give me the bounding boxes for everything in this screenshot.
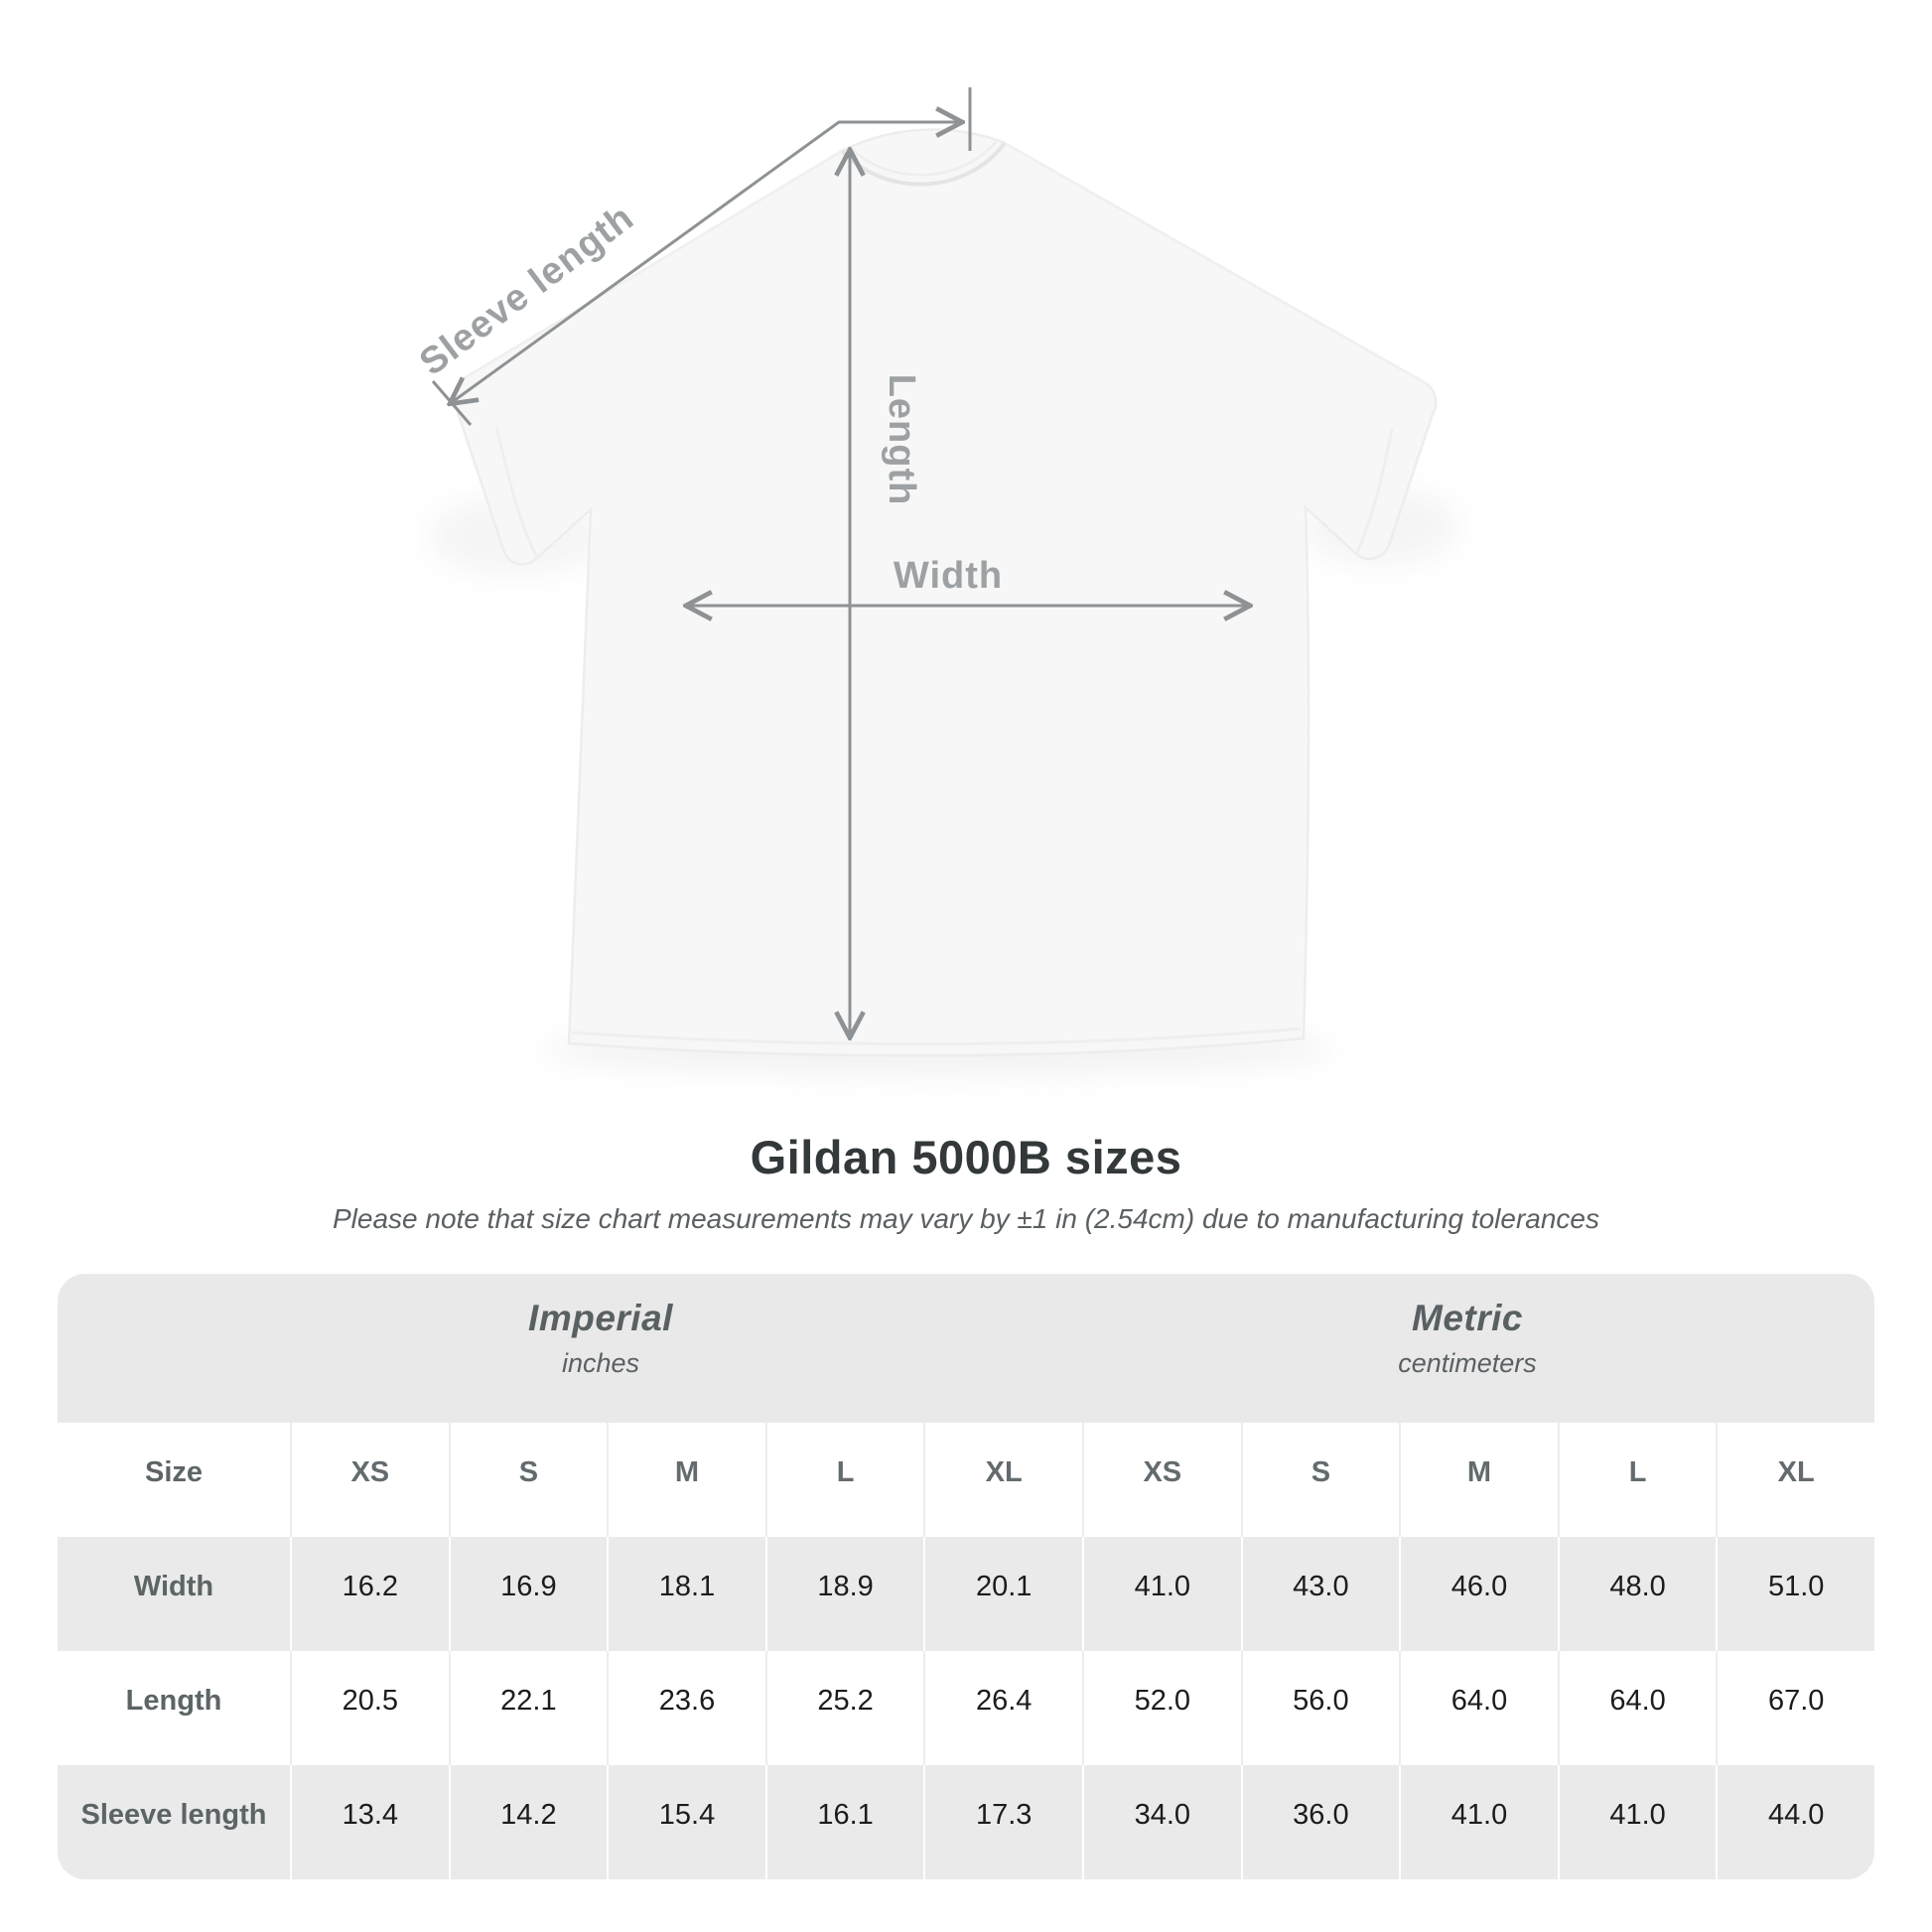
width-label: Width	[894, 555, 1003, 597]
metric-label: Metric	[1412, 1298, 1523, 1338]
table-cell: 43.0	[1240, 1537, 1400, 1651]
size-table: Imperial inches Metric centimeters Size …	[58, 1274, 1874, 1879]
table-cell: 34.0	[1082, 1765, 1241, 1879]
table-cell: 44.0	[1716, 1765, 1874, 1879]
length-label: Length	[881, 374, 922, 506]
sleeve-length-arrow	[431, 87, 972, 426]
page-title: Gildan 5000B sizes	[750, 1131, 1182, 1183]
shoulder-seam-right	[1004, 142, 1427, 384]
col-header-imperial-m: M	[607, 1423, 765, 1537]
table-cell: 18.9	[764, 1537, 924, 1651]
metric-unit-label: centimeters	[1398, 1348, 1537, 1378]
unit-header-band: Imperial inches Metric centimeters	[58, 1274, 1874, 1423]
table-row-length: Length 20.5 22.1 23.6 25.2 26.4 52.0 56.…	[58, 1651, 1874, 1765]
table-cell: 41.0	[1082, 1537, 1241, 1651]
table-cell: 22.1	[448, 1651, 608, 1765]
table-cell: 17.3	[923, 1765, 1082, 1879]
bottom-hem-line	[571, 1027, 1302, 1046]
metric-unit-header: Metric centimeters	[1398, 1298, 1537, 1379]
col-header-imperial-xs: XS	[290, 1423, 449, 1537]
sleeve-hem-right	[1354, 428, 1394, 555]
row-label: Width	[133, 1571, 214, 1602]
col-header-metric-l: L	[1557, 1423, 1717, 1537]
tshirt-measurement-diagram: Sleeve length Length Width	[412, 87, 1459, 1074]
table-cell: 18.1	[607, 1537, 765, 1651]
sleeve-end-tick	[431, 380, 473, 426]
table-cell: 64.0	[1557, 1651, 1717, 1765]
table-cell: 23.6	[607, 1651, 765, 1765]
table-cell: 26.4	[923, 1651, 1082, 1765]
table-cell: 56.0	[1240, 1651, 1400, 1765]
col-header-metric-m: M	[1399, 1423, 1558, 1537]
table-cell: 16.1	[764, 1765, 924, 1879]
table-cell: 36.0	[1240, 1765, 1400, 1879]
table-cell: 16.9	[448, 1537, 608, 1651]
col-header-metric-s: S	[1240, 1423, 1400, 1537]
table-row-width: Width 16.2 16.9 18.1 18.9 20.1 41.0 43.0…	[58, 1537, 1874, 1651]
col-header-imperial-xl: XL	[923, 1423, 1082, 1537]
imperial-unit-label: inches	[561, 1348, 640, 1378]
table-cell: 51.0	[1716, 1537, 1874, 1651]
imperial-unit-header: Imperial inches	[528, 1298, 673, 1379]
imperial-label: Imperial	[528, 1298, 673, 1338]
col-header-metric-xs: XS	[1082, 1423, 1241, 1537]
table-cell: 20.5	[290, 1651, 449, 1765]
table-cell: 64.0	[1399, 1651, 1558, 1765]
col-header-imperial-s: S	[448, 1423, 608, 1537]
table-cell: 20.1	[923, 1537, 1082, 1651]
table-cell: 46.0	[1399, 1537, 1558, 1651]
col-header-metric-xl: XL	[1716, 1423, 1874, 1537]
table-cell: 48.0	[1557, 1537, 1717, 1651]
size-header-row: Size XS S M L XL XS S M L XL	[58, 1423, 1874, 1537]
table-cell: 67.0	[1716, 1651, 1874, 1765]
sleeve-hem-left	[494, 426, 539, 559]
row-label: Length	[125, 1685, 222, 1717]
table-row-sleeve-length: Sleeve length 13.4 14.2 15.4 16.1 17.3 3…	[58, 1765, 1874, 1879]
table-cell: 14.2	[448, 1765, 608, 1879]
table-cell: 16.2	[290, 1537, 449, 1651]
table-cell: 41.0	[1399, 1765, 1558, 1879]
table-cell: 52.0	[1082, 1651, 1241, 1765]
table-cell: 15.4	[607, 1765, 765, 1879]
col-header-imperial-l: L	[764, 1423, 924, 1537]
table-cell: 25.2	[764, 1651, 924, 1765]
table-cell: 41.0	[1557, 1765, 1717, 1879]
row-label: Sleeve length	[80, 1799, 267, 1831]
size-column-header: Size	[144, 1456, 204, 1488]
table-cell: 13.4	[290, 1765, 449, 1879]
tolerance-note: Please note that size chart measurements…	[333, 1203, 1599, 1234]
